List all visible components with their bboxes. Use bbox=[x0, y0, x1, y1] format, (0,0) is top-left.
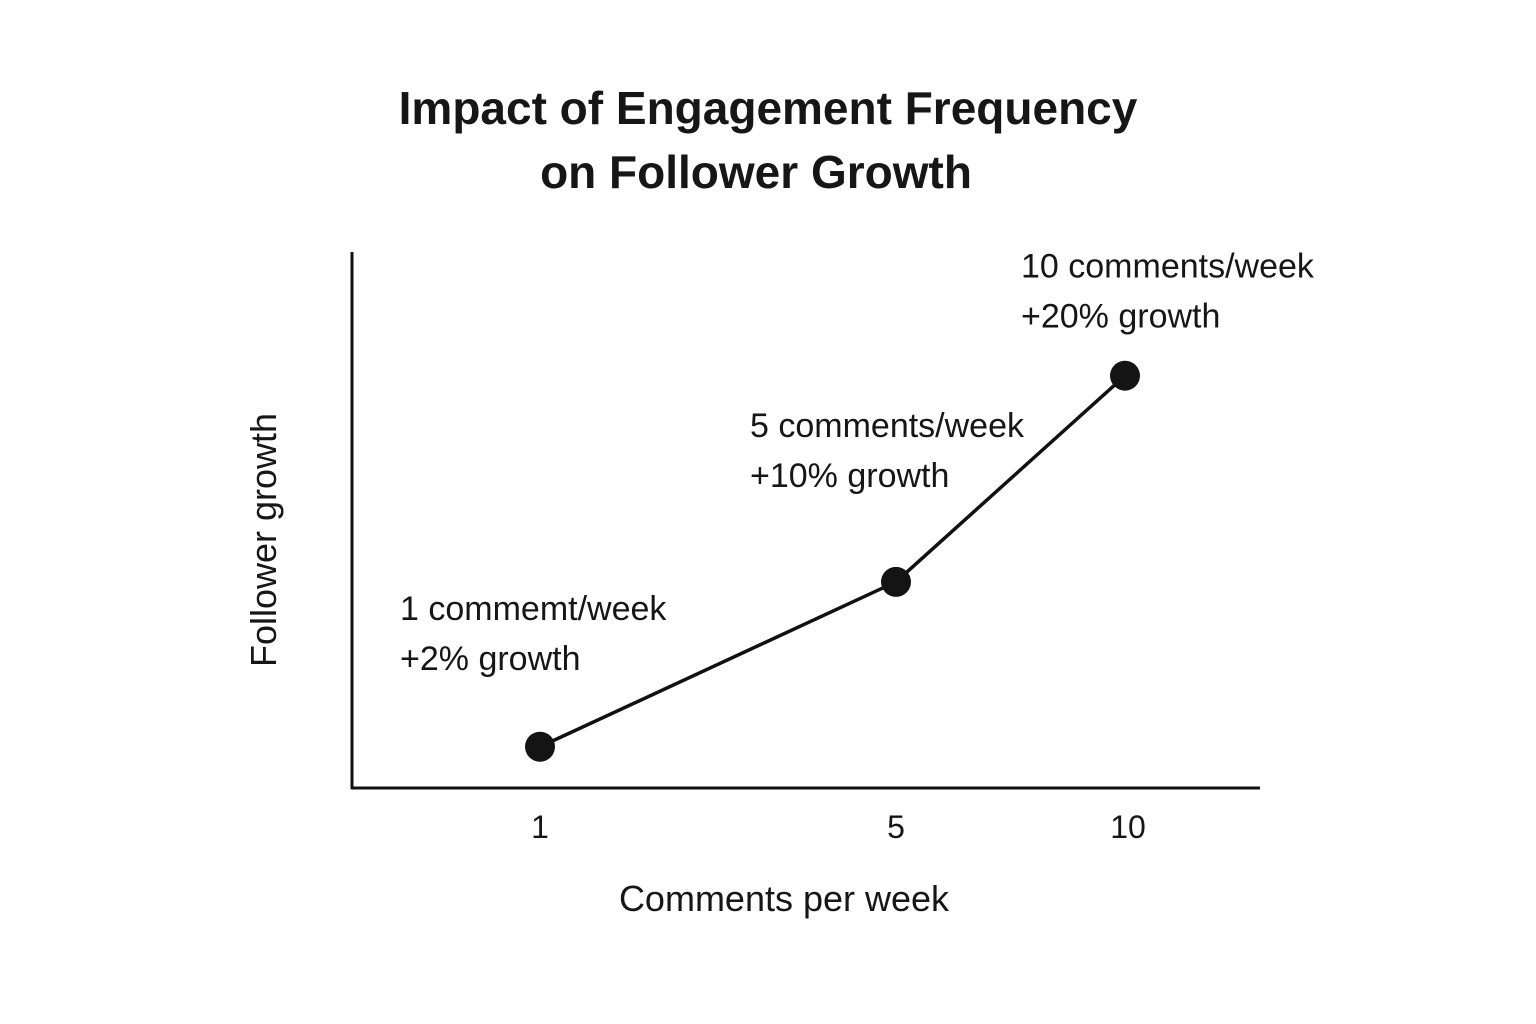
x-tick-labels: 1 5 10 bbox=[531, 809, 1146, 845]
x-axis-label: Comments per week bbox=[619, 878, 950, 919]
annotation-frequency: 5 comments/week bbox=[750, 407, 1025, 445]
annotation-frequency: 10 comments/week bbox=[1021, 248, 1315, 286]
data-point bbox=[525, 731, 555, 762]
data-point bbox=[1110, 360, 1140, 391]
x-tick-label: 10 bbox=[1110, 809, 1146, 845]
annotation-growth: +20% growth bbox=[1021, 298, 1220, 336]
annotation-growth: +2% growth bbox=[400, 640, 581, 678]
chart-title-line-2: on Follower Growth bbox=[540, 146, 972, 198]
data-points bbox=[525, 360, 1140, 762]
x-tick-label: 1 bbox=[531, 809, 549, 845]
annotation-growth: +10% growth bbox=[750, 457, 949, 495]
data-annotations: 1 commemt/week +2% growth 5 comments/week +… bbox=[400, 248, 1315, 678]
data-point bbox=[881, 566, 911, 597]
annotation-frequency: 1 commemt/week bbox=[400, 590, 667, 628]
x-tick-label: 5 bbox=[887, 809, 905, 845]
chart-title-line-1: Impact of Engagement Frequency bbox=[399, 82, 1138, 134]
y-axis-label: Follower growth bbox=[243, 413, 284, 667]
